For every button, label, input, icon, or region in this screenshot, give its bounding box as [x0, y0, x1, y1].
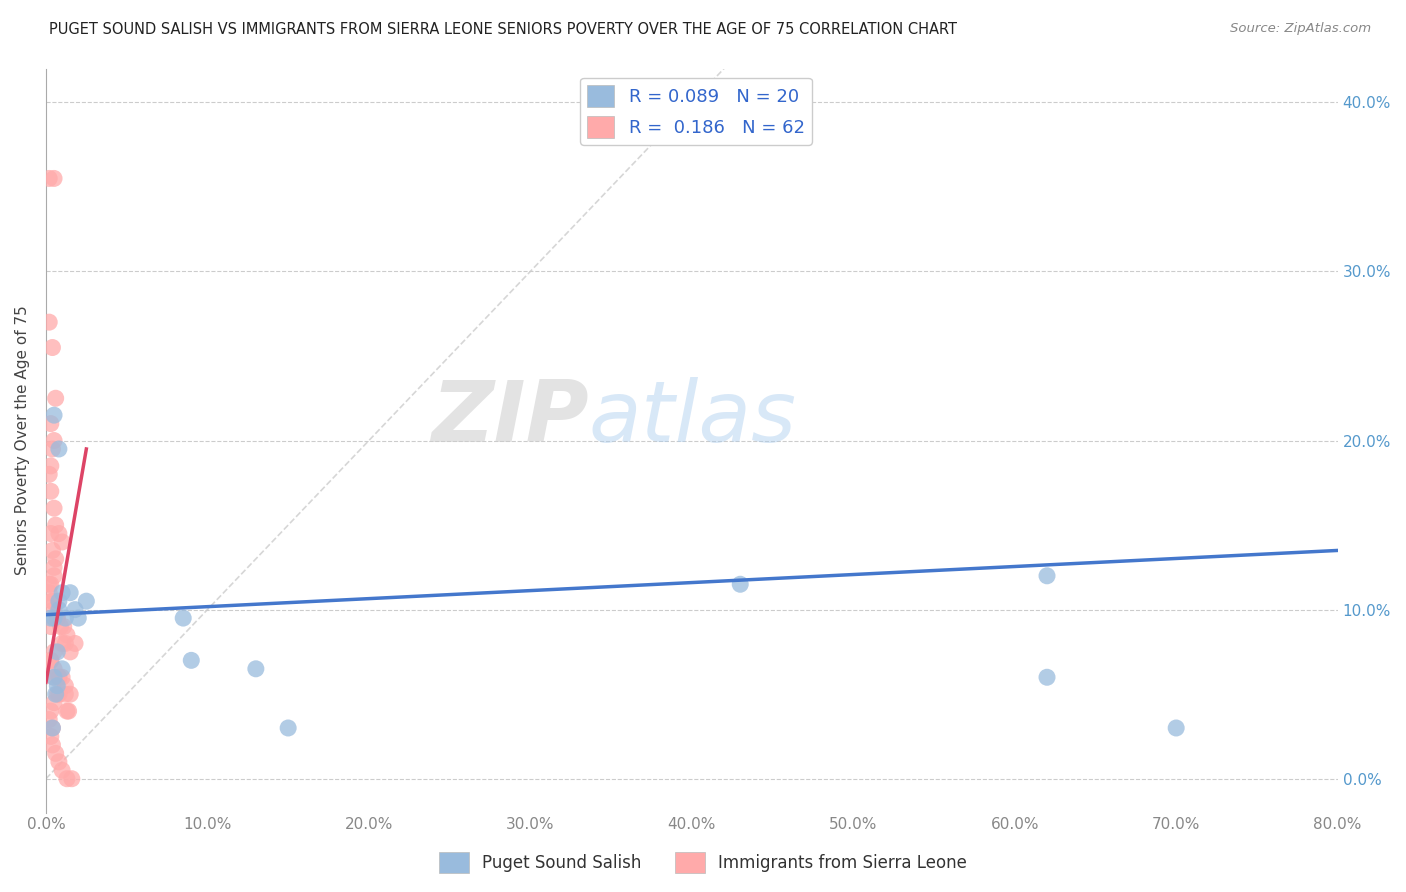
Point	[42, 560, 65, 574]
Point	[39, 730, 62, 744]
Point	[48, 687, 70, 701]
Point	[45, 552, 67, 566]
Point	[42, 670, 65, 684]
Point	[46, 679, 69, 693]
Point	[42, 569, 65, 583]
Point	[53, 679, 76, 693]
Point	[63, 636, 86, 650]
Point	[39, 484, 62, 499]
Point	[51, 636, 73, 650]
Point	[59, 585, 82, 599]
Point	[41, 594, 63, 608]
Point	[42, 662, 65, 676]
Point	[1036, 670, 1059, 684]
Point	[41, 543, 63, 558]
Point	[42, 602, 65, 616]
Point	[46, 645, 69, 659]
Point	[51, 585, 73, 599]
Point	[41, 442, 63, 456]
Point	[53, 687, 76, 701]
Point	[42, 670, 65, 684]
Text: PUGET SOUND SALISH VS IMMIGRANTS FROM SIERRA LEONE SENIORS POVERTY OVER THE AGE : PUGET SOUND SALISH VS IMMIGRANTS FROM SI…	[49, 22, 957, 37]
Point	[38, 467, 60, 482]
Point	[56, 628, 79, 642]
Point	[39, 611, 62, 625]
Point	[51, 764, 73, 778]
Point	[53, 611, 76, 625]
Point	[277, 721, 299, 735]
Point	[38, 585, 60, 599]
Point	[51, 535, 73, 549]
Y-axis label: Seniors Poverty Over the Age of 75: Seniors Poverty Over the Age of 75	[15, 306, 30, 575]
Point	[51, 662, 73, 676]
Point	[48, 755, 70, 769]
Point	[45, 518, 67, 533]
Point	[52, 619, 75, 633]
Point	[51, 670, 73, 684]
Point	[75, 594, 97, 608]
Point	[46, 611, 69, 625]
Point	[48, 670, 70, 684]
Point	[59, 645, 82, 659]
Point	[172, 611, 194, 625]
Point	[41, 721, 63, 735]
Legend: Puget Sound Salish, Immigrants from Sierra Leone: Puget Sound Salish, Immigrants from Sier…	[432, 846, 974, 880]
Text: ZIP: ZIP	[430, 376, 589, 459]
Point	[48, 602, 70, 616]
Legend: R = 0.089   N = 20, R =  0.186   N = 62: R = 0.089 N = 20, R = 0.186 N = 62	[579, 78, 811, 145]
Point	[38, 713, 60, 727]
Point	[1166, 721, 1188, 735]
Point	[42, 611, 65, 625]
Point	[42, 434, 65, 448]
Point	[67, 611, 90, 625]
Point	[46, 687, 69, 701]
Point	[59, 687, 82, 701]
Point	[49, 619, 72, 633]
Point	[41, 738, 63, 752]
Point	[39, 577, 62, 591]
Point	[48, 442, 70, 456]
Point	[39, 653, 62, 667]
Point	[728, 577, 751, 591]
Point	[56, 704, 79, 718]
Point	[39, 417, 62, 431]
Point	[45, 687, 67, 701]
Point	[39, 458, 62, 473]
Point	[56, 772, 79, 786]
Point	[41, 721, 63, 735]
Point	[42, 696, 65, 710]
Text: atlas: atlas	[589, 376, 796, 459]
Point	[180, 653, 202, 667]
Point	[58, 704, 80, 718]
Point	[39, 653, 62, 667]
Text: Source: ZipAtlas.com: Source: ZipAtlas.com	[1230, 22, 1371, 36]
Point	[38, 315, 60, 329]
Point	[60, 772, 83, 786]
Point	[42, 645, 65, 659]
Point	[45, 391, 67, 405]
Point	[45, 747, 67, 761]
Point	[38, 577, 60, 591]
Point	[42, 501, 65, 516]
Point	[41, 594, 63, 608]
Point	[42, 171, 65, 186]
Point	[39, 619, 62, 633]
Point	[63, 602, 86, 616]
Point	[38, 171, 60, 186]
Point	[42, 408, 65, 422]
Point	[48, 526, 70, 541]
Point	[46, 611, 69, 625]
Point	[39, 704, 62, 718]
Point	[48, 594, 70, 608]
Point	[53, 636, 76, 650]
Point	[39, 526, 62, 541]
Point	[48, 670, 70, 684]
Point	[1036, 569, 1059, 583]
Point	[41, 341, 63, 355]
Point	[245, 662, 267, 676]
